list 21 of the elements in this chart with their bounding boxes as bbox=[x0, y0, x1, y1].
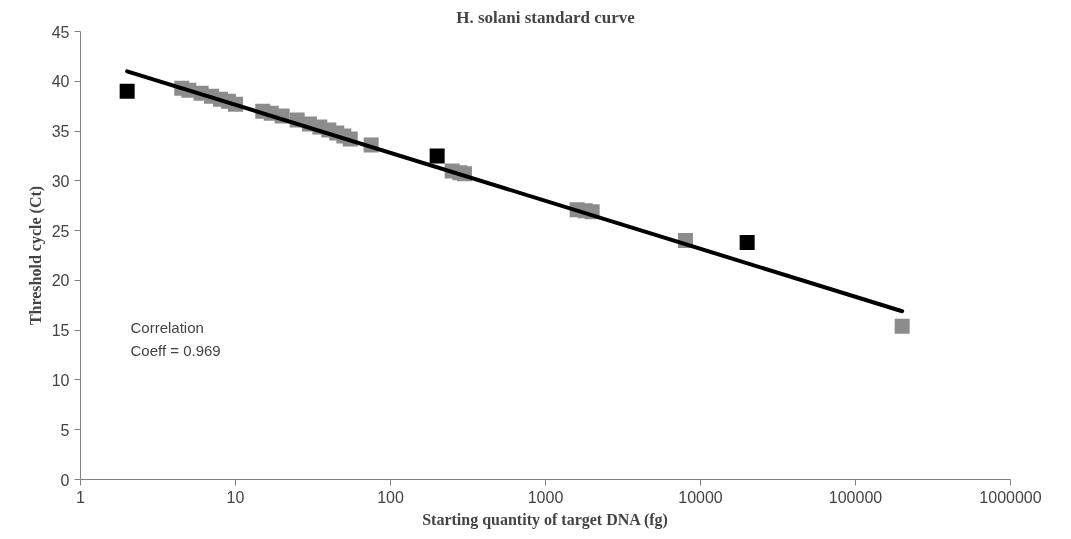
y-tick-label: 10 bbox=[51, 371, 70, 389]
y-tick-label: 20 bbox=[51, 272, 70, 290]
x-tick-label: 1 bbox=[76, 488, 86, 506]
y-tick-label: 35 bbox=[51, 123, 70, 141]
x-tick-label: 10000 bbox=[678, 488, 723, 506]
x-tick-label: 10 bbox=[226, 488, 245, 506]
y-tick-label: 5 bbox=[60, 421, 70, 439]
chart-title: H. solani standard curve bbox=[456, 7, 636, 27]
x-tick-label: 1000000 bbox=[979, 488, 1042, 506]
y-axis-title: Threshold cycle (Ct) bbox=[26, 185, 45, 326]
x-tick-label: 100000 bbox=[828, 488, 883, 506]
y-tick-label: 45 bbox=[51, 23, 70, 41]
x-tick-label: 1000 bbox=[527, 488, 564, 506]
y-tick-label: 0 bbox=[60, 471, 70, 489]
y-tick-label: 30 bbox=[51, 172, 70, 190]
y-tick-label: 15 bbox=[51, 322, 70, 340]
y-tick-label: 40 bbox=[51, 73, 70, 91]
x-tick-label: 100 bbox=[377, 488, 404, 506]
annotation: Correlation Coeff = 0.969 bbox=[130, 318, 221, 360]
x-axis-title: Starting quantity of target DNA (fg) bbox=[422, 510, 668, 529]
y-tick-label: 25 bbox=[51, 222, 70, 240]
